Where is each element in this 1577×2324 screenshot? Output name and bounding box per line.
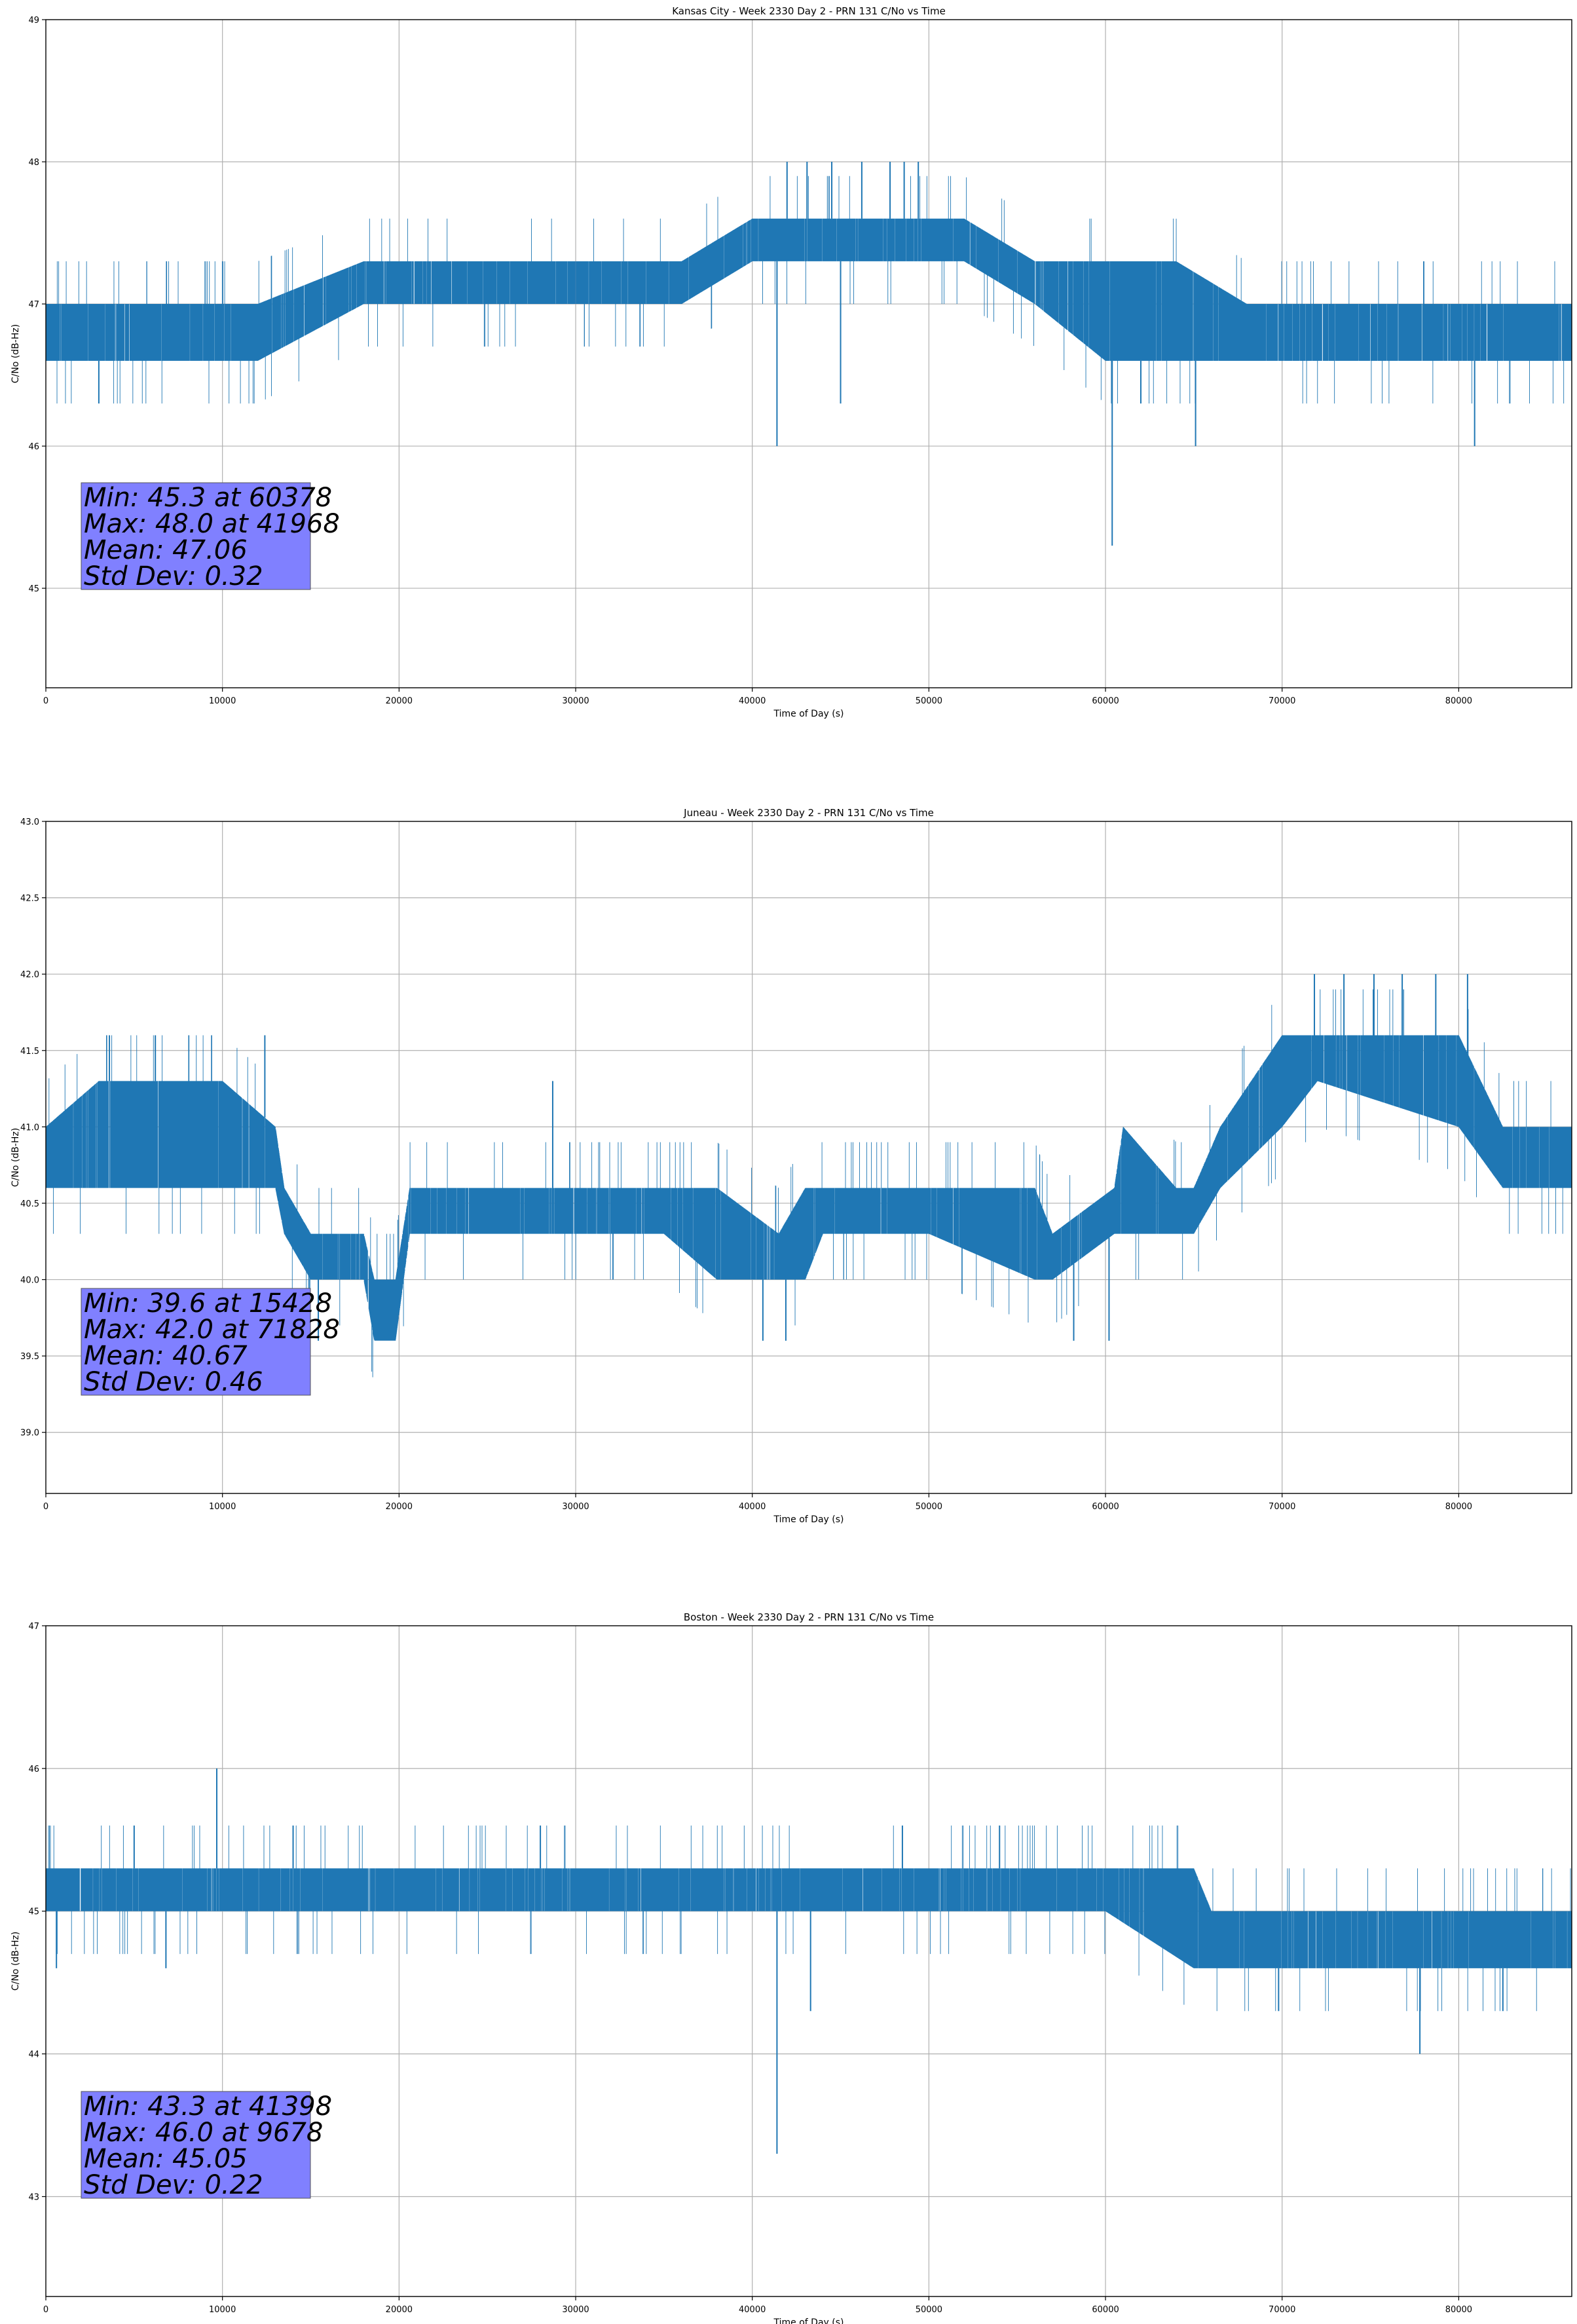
stats-line: Min: 43.3 at 41398 [84, 2091, 332, 2122]
y-tick-label: 41.5 [20, 1047, 39, 1057]
series-line [46, 974, 1572, 1378]
stats-box-background [81, 482, 311, 590]
x-tick-label: 40000 [739, 696, 766, 706]
stats-line: Mean: 47.06 [84, 535, 248, 565]
series-band [46, 1826, 1572, 2012]
x-tick-label: 80000 [1445, 696, 1472, 706]
chart-title: Juneau - Week 2330 Day 2 - PRN 131 C/No … [683, 807, 934, 819]
y-tick-label: 43 [28, 2192, 39, 2202]
y-tick-label: 40.0 [20, 1276, 39, 1286]
x-tick-label: 20000 [386, 2305, 413, 2315]
axes-frame [45, 19, 1572, 688]
stats-line: Std Dev: 0.46 [84, 1367, 263, 1397]
x-tick-label: 70000 [1269, 696, 1295, 706]
x-tick-label: 30000 [562, 2305, 589, 2315]
x-tick-label: 80000 [1445, 1502, 1472, 1512]
series-line [46, 162, 1572, 546]
x-axis-label: Time of Day (s) [773, 709, 844, 719]
axes-frame [45, 1625, 1572, 2297]
y-axis-label: C/No (dB-Hz) [10, 1128, 21, 1187]
stats-line: Max: 46.0 at 9678 [84, 2118, 323, 2148]
y-tick-label: 39.5 [20, 1352, 39, 1362]
y-tick-label: 45 [28, 584, 39, 594]
x-tick-label: 50000 [916, 1502, 942, 1512]
x-tick-label: 20000 [386, 696, 413, 706]
y-tick-label: 46 [28, 442, 39, 452]
chart-title: Boston - Week 2330 Day 2 - PRN 131 C/No … [684, 1611, 934, 1623]
stats-line: Max: 48.0 at 41968 [84, 509, 340, 539]
x-tick-label: 10000 [209, 696, 236, 706]
series-band [46, 176, 1572, 403]
series-line [46, 1768, 1572, 2154]
stats-line: Mean: 40.67 [84, 1341, 248, 1371]
x-tick-label: 60000 [1092, 1502, 1119, 1512]
x-tick-label: 10000 [209, 2305, 236, 2315]
y-tick-label: 44 [28, 2050, 39, 2060]
x-tick-label: 60000 [1092, 696, 1119, 706]
x-tick-label: 0 [43, 696, 48, 706]
y-axis-label: C/No (dB-Hz) [10, 1932, 21, 1991]
x-tick-label: 20000 [386, 1502, 413, 1512]
x-tick-label: 80000 [1445, 2305, 1472, 2315]
chart-title: Kansas City - Week 2330 Day 2 - PRN 131 … [672, 5, 946, 17]
x-tick-label: 10000 [209, 1502, 236, 1512]
x-tick-label: 0 [43, 2305, 48, 2315]
stats-box-background [81, 1288, 311, 1396]
chart-panel-1: 0 10000 20000 30000 40000 50000 60000 70000 8000… [10, 5, 1572, 719]
x-tick-label: 0 [43, 1502, 48, 1512]
stats-line: Std Dev: 0.22 [84, 2170, 263, 2200]
x-tick-label: 70000 [1269, 1502, 1295, 1512]
y-tick-label: 41.0 [20, 1123, 39, 1133]
y-tick-label: 45 [28, 1907, 39, 1917]
y-tick-label: 47 [28, 1622, 39, 1632]
x-axis-label: Time of Day (s) [773, 1514, 844, 1525]
x-tick-label: 60000 [1092, 2305, 1119, 2315]
x-tick-label: 30000 [562, 696, 589, 706]
stats-line: Max: 42.0 at 71828 [84, 1315, 340, 1345]
y-tick-label: 43.0 [20, 817, 39, 827]
x-tick-label: 50000 [916, 2305, 942, 2315]
stats-line: Std Dev: 0.32 [84, 561, 263, 591]
chart-panel-2: 0 10000 20000 30000 40000 50000 60000 70000 8000… [10, 807, 1572, 1525]
axes-frame [45, 821, 1572, 1494]
y-tick-label: 49 [28, 16, 39, 26]
stats-line: Min: 39.6 at 15428 [84, 1288, 332, 1319]
y-tick-label: 42.0 [20, 970, 39, 980]
x-tick-label: 30000 [562, 1502, 589, 1512]
y-tick-label: 40.5 [20, 1199, 39, 1209]
x-axis-label: Time of Day (s) [773, 2317, 844, 2324]
y-tick-label: 47 [28, 300, 39, 310]
y-tick-label: 48 [28, 158, 39, 168]
stats-box-background [81, 2091, 311, 2199]
y-tick-label: 46 [28, 1765, 39, 1774]
y-tick-label: 39.0 [20, 1429, 39, 1438]
chart-panel-3: 0 10000 20000 30000 40000 50000 60000 70000 8000… [10, 1611, 1572, 2324]
x-tick-label: 50000 [916, 696, 942, 706]
stats-line: Mean: 45.05 [84, 2144, 248, 2174]
y-tick-label: 42.5 [20, 894, 39, 904]
x-tick-label: 70000 [1269, 2305, 1295, 2315]
y-axis-label: C/No (dB-Hz) [10, 324, 21, 383]
x-tick-label: 40000 [739, 2305, 766, 2315]
x-tick-label: 40000 [739, 1502, 766, 1512]
stats-line: Min: 45.3 at 60378 [84, 483, 332, 513]
